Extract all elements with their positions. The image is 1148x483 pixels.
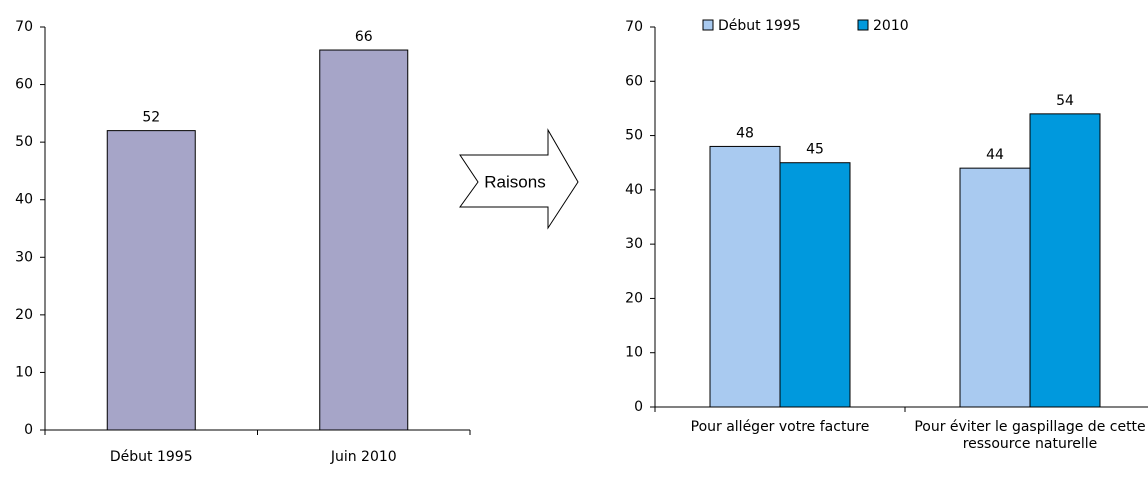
y-tick-label: 30 bbox=[625, 236, 643, 252]
y-tick-label: 20 bbox=[625, 290, 643, 306]
value-label: 52 bbox=[142, 110, 160, 126]
y-tick-label: 60 bbox=[625, 73, 643, 89]
y-tick-label: 20 bbox=[15, 307, 33, 323]
legend-swatch bbox=[857, 19, 869, 31]
legend-label: Début 1995 bbox=[718, 18, 801, 34]
value-label: 54 bbox=[1056, 93, 1074, 109]
y-tick-label: 10 bbox=[15, 364, 33, 380]
bar bbox=[319, 49, 409, 431]
value-label: 48 bbox=[736, 125, 754, 141]
y-tick-label: 0 bbox=[24, 422, 33, 438]
x-tick-label: Début 1995 bbox=[110, 449, 193, 465]
y-tick-label: 0 bbox=[634, 399, 643, 415]
y-tick-label: 40 bbox=[625, 182, 643, 198]
x-tick-label: Pour éviter le gaspillage de cette resso… bbox=[914, 419, 1146, 452]
arrow-label: Raisons bbox=[484, 172, 545, 191]
x-tick-label: Pour alléger votre facture bbox=[690, 419, 870, 435]
y-tick-label: 70 bbox=[15, 19, 33, 35]
value-label: 66 bbox=[355, 29, 373, 45]
bar bbox=[106, 130, 196, 431]
bar bbox=[779, 162, 851, 408]
y-tick-label: 50 bbox=[15, 134, 33, 150]
value-label: 44 bbox=[986, 147, 1004, 163]
y-tick-label: 60 bbox=[15, 77, 33, 93]
bar bbox=[709, 145, 781, 408]
bar bbox=[959, 167, 1031, 408]
value-label: 45 bbox=[806, 142, 824, 158]
legend-swatch bbox=[702, 19, 714, 31]
legend-label: 2010 bbox=[873, 18, 909, 34]
x-tick-label: Juin 2010 bbox=[330, 449, 397, 465]
y-tick-label: 10 bbox=[625, 345, 643, 361]
y-tick-label: 40 bbox=[15, 192, 33, 208]
y-tick-label: 50 bbox=[625, 128, 643, 144]
y-tick-label: 70 bbox=[625, 19, 643, 35]
y-tick-label: 30 bbox=[15, 249, 33, 265]
bar bbox=[1029, 113, 1101, 408]
arrow bbox=[459, 128, 579, 230]
